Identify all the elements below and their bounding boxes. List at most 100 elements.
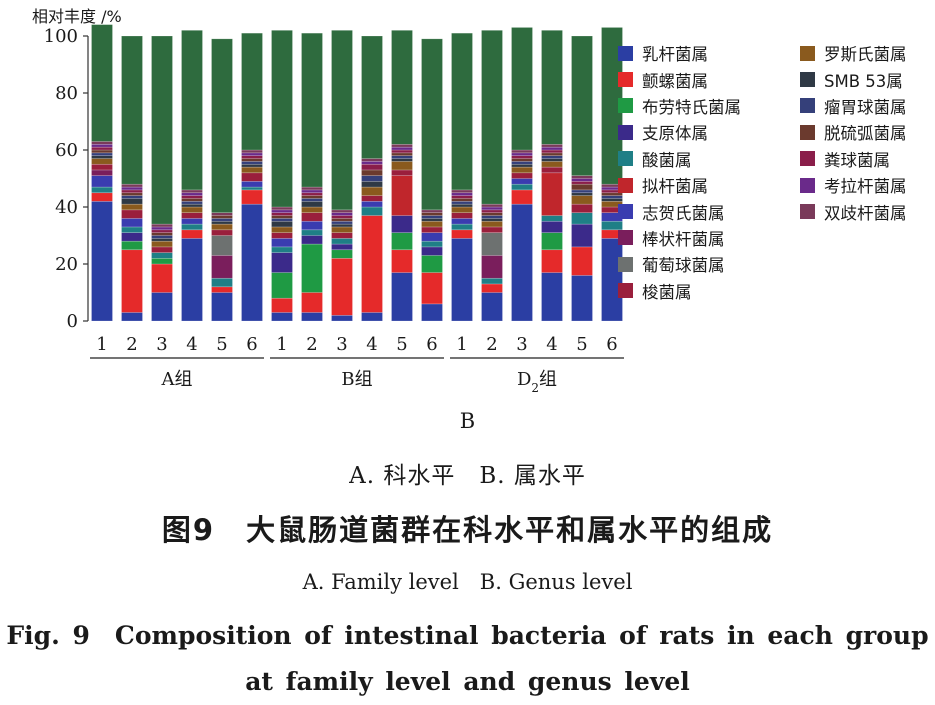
legend-label: 瘤胃球菌属 [824, 97, 907, 117]
bar-segment [451, 32, 473, 191]
bar-segment [91, 163, 113, 171]
bar-segment [361, 215, 383, 313]
bar-segment [301, 243, 323, 293]
bar-segment [421, 220, 443, 228]
bar-segment [91, 146, 113, 151]
bar-segment [481, 209, 503, 214]
legend-label: 罗斯氏菌属 [824, 45, 907, 65]
bar-segment [151, 246, 173, 253]
x-tick-label: 3 [516, 334, 527, 355]
bar-segment [421, 38, 443, 211]
bar-segment [181, 218, 203, 225]
legend-item: 罗斯氏菌属 [800, 40, 907, 66]
bar-segment [511, 163, 533, 168]
y-tick-label: 100 [44, 26, 78, 47]
bar-segment [571, 183, 593, 191]
legend-swatch [800, 72, 815, 88]
bar-segment [301, 195, 323, 199]
bar-segment [331, 243, 353, 251]
bar-segment [331, 257, 353, 316]
bar-segment [121, 232, 143, 242]
bar-segment [301, 235, 323, 245]
legend-item: 双歧杆菌属 [800, 198, 907, 224]
bar-segment [121, 249, 143, 313]
bar-segment [211, 223, 233, 231]
bar-segment [361, 161, 383, 165]
x-tick-label: 5 [396, 334, 407, 355]
bar-segment [271, 297, 293, 313]
bar-segment [571, 192, 593, 196]
legend-label: 双歧杆菌属 [824, 203, 907, 223]
bar-segment [301, 201, 323, 208]
legend-label: 布劳特氏菌属 [642, 97, 741, 117]
bar-segment [541, 149, 563, 154]
bar-segment [511, 183, 533, 191]
legend-label: 乳杆菌属 [642, 45, 708, 65]
y-tick-label: 0 [67, 311, 78, 332]
bar-segment [181, 223, 203, 231]
legend-swatch [618, 151, 633, 167]
bar-segment [151, 257, 173, 265]
bar-segment [151, 223, 173, 228]
bar-segment [91, 149, 113, 154]
bar-segment [181, 201, 203, 205]
bar-segment [541, 166, 563, 174]
bar-segment [271, 246, 293, 253]
legend-swatch [618, 98, 633, 114]
bar-segment [421, 303, 443, 322]
legend-item: 考拉杆菌属 [800, 172, 907, 198]
bar-segment [481, 206, 503, 211]
legend-swatch [618, 230, 633, 246]
bar-segment [541, 220, 563, 233]
legend-swatch [618, 45, 633, 61]
y-axis: 0 20 40 60 80 100 [44, 26, 89, 332]
bar-segment [91, 141, 113, 145]
bar-segment [181, 195, 203, 199]
legend-label: 酸菌属 [642, 150, 692, 170]
bar-segment [481, 218, 503, 222]
bar-segment [301, 189, 323, 194]
panel-label: B [459, 409, 476, 433]
x-tick-label: 2 [486, 334, 497, 355]
bar-segment [541, 152, 563, 157]
bar-segment [181, 198, 203, 202]
bar-segment [121, 192, 143, 196]
bar-segment [91, 155, 113, 159]
bar-segment [91, 201, 113, 322]
bar-segment [421, 272, 443, 305]
bar-segment [481, 29, 503, 205]
bar-segment [331, 29, 353, 211]
bar-segment [91, 169, 113, 176]
bar-segment [541, 155, 563, 159]
bar-segment [241, 149, 263, 154]
bar-segment [301, 206, 323, 213]
bar-segment [541, 146, 563, 151]
x-tick-label: 5 [576, 334, 587, 355]
bar-segment [511, 155, 533, 159]
bar-segment [571, 246, 593, 276]
bar-segment [391, 155, 413, 159]
bar-segment [541, 161, 563, 168]
bar-segment [121, 198, 143, 205]
legend-swatch [618, 124, 633, 140]
bar-segment [421, 218, 443, 222]
bar-segment [331, 314, 353, 322]
bar-segment [271, 252, 293, 273]
bar-segment [331, 238, 353, 245]
bar-segment [211, 212, 233, 216]
x-tick-label: 3 [156, 334, 167, 355]
bar-segment [271, 232, 293, 239]
bar-segment [571, 212, 593, 225]
bar-segment [241, 155, 263, 159]
bar-segment [451, 218, 473, 225]
bar-segment [91, 186, 113, 194]
bar-segment [301, 220, 323, 231]
legend-item: 乳杆菌属 [618, 40, 741, 66]
legend-swatch [618, 177, 633, 193]
x-tick-label: 3 [336, 334, 347, 355]
bar-segment [481, 232, 503, 256]
legend-swatch [800, 204, 815, 220]
x-tick-label: 4 [366, 334, 377, 355]
x-tick-label: 1 [276, 334, 287, 355]
bar-segment [241, 172, 263, 182]
